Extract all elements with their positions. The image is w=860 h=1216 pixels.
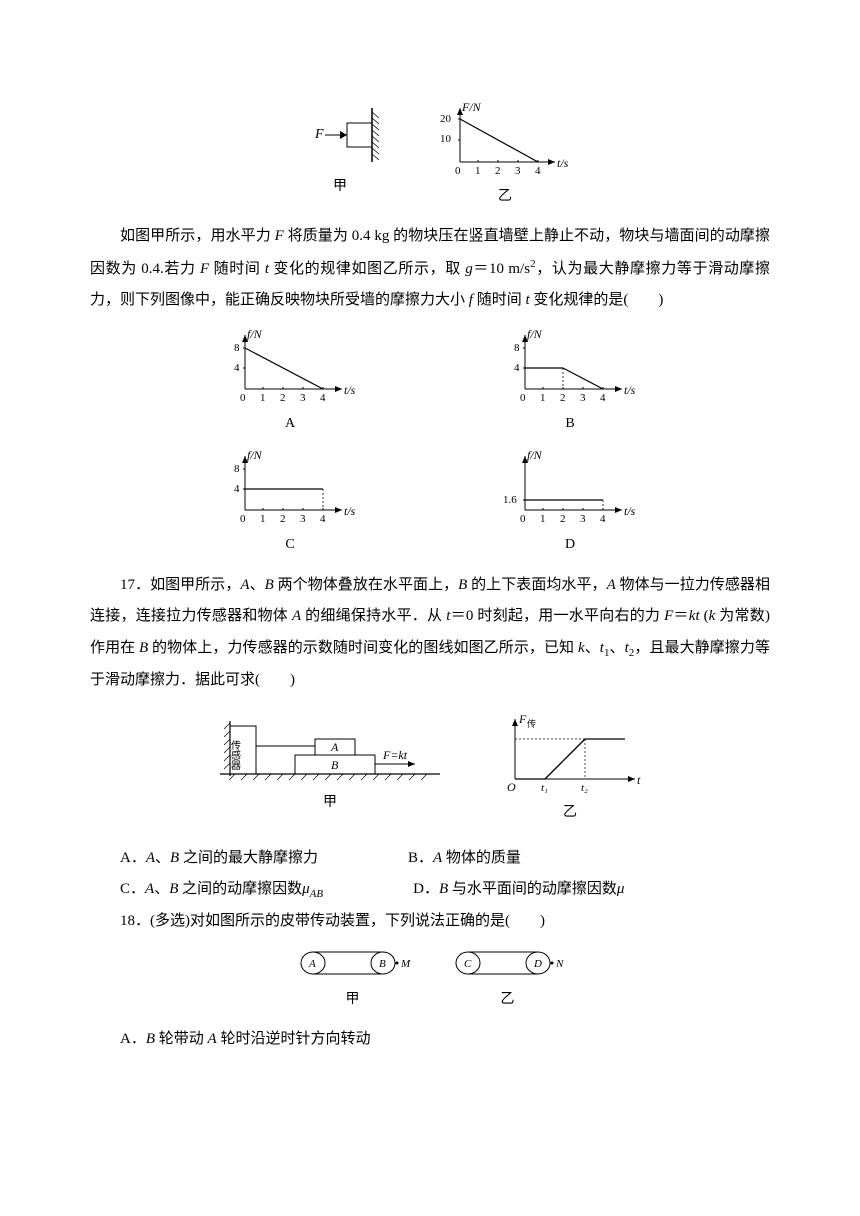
svg-text:3: 3: [580, 513, 586, 525]
svg-text:4: 4: [600, 513, 606, 525]
svg-text:4: 4: [320, 392, 326, 404]
svg-text:4: 4: [320, 513, 326, 525]
svg-text:f/N: f/N: [247, 327, 263, 341]
opt-a-label: A: [285, 409, 295, 438]
q17-opt-c: C．A、B 之间的动摩擦因数μAB: [90, 874, 323, 906]
svg-text:t/s: t/s: [624, 383, 636, 397]
q17-opt-d: D．B 与水平面间的动摩擦因数μ: [383, 874, 624, 906]
svg-text:2: 2: [280, 392, 286, 404]
svg-text:4: 4: [600, 392, 606, 404]
svg-text:1: 1: [260, 392, 266, 404]
svg-text:3: 3: [580, 392, 586, 404]
svg-text:0: 0: [240, 513, 246, 525]
q18-jia-label: 甲: [346, 985, 360, 1014]
svg-text:传感器: 传感器: [229, 740, 241, 771]
opt-c-label: C: [285, 530, 294, 559]
q18-yi-label: 乙: [501, 985, 515, 1014]
option-c-fig: f/N t/s 8 4 0 1 2 3 4 C: [220, 448, 360, 559]
svg-text:t/s: t/s: [344, 383, 356, 397]
svg-text:B: B: [379, 958, 386, 970]
svg-text:t/s: t/s: [557, 156, 569, 170]
svg-text:t: t: [637, 773, 641, 787]
q18-yi: C D N 乙: [443, 948, 573, 1014]
yi-label: 乙: [498, 182, 512, 211]
svg-text:O: O: [507, 780, 516, 794]
svg-text:M: M: [400, 958, 411, 970]
block-wall-diagram: F: [285, 100, 395, 170]
opt-b-label: B: [565, 409, 574, 438]
f-t-graph: F/N t/s 20 10 0 1 2 3 4: [435, 100, 575, 180]
svg-text:2: 2: [280, 513, 286, 525]
svg-text:f/N: f/N: [527, 327, 543, 341]
svg-text:N: N: [555, 958, 564, 970]
svg-text:4: 4: [535, 165, 541, 177]
q17-jia-label: 甲: [323, 788, 337, 817]
svg-text:C: C: [464, 958, 472, 970]
svg-text:4: 4: [234, 483, 240, 495]
opt-d-label: D: [565, 530, 575, 559]
q17-jia: 传感器 A B F=kt 甲: [215, 711, 445, 827]
svg-text:3: 3: [300, 513, 306, 525]
svg-text:F=kt: F=kt: [382, 748, 408, 762]
svg-text:4: 4: [514, 362, 520, 374]
q17-yi-label: 乙: [563, 798, 577, 827]
svg-text:4: 4: [234, 362, 240, 374]
svg-text:t/s: t/s: [624, 504, 636, 518]
svg-text:2: 2: [560, 513, 566, 525]
svg-text:8: 8: [234, 463, 240, 475]
svg-text:8: 8: [234, 342, 240, 354]
svg-text:t/s: t/s: [344, 504, 356, 518]
q17-options-cd: C．A、B 之间的动摩擦因数μAB D．B 与水平面间的动摩擦因数μ: [90, 874, 770, 906]
svg-text:0: 0: [455, 165, 461, 177]
jia-label: 甲: [333, 172, 347, 201]
svg-text:1: 1: [540, 392, 546, 404]
svg-text:1: 1: [540, 513, 546, 525]
q17-figures: 传感器 A B F=kt 甲: [90, 711, 770, 827]
svg-text:B: B: [331, 758, 339, 772]
q17-yi: F 传 t O t₁ t₂ 乙: [495, 711, 645, 827]
svg-text:A: A: [308, 958, 316, 970]
svg-text:f/N: f/N: [527, 448, 543, 462]
svg-text:3: 3: [515, 165, 521, 177]
svg-text:20: 20: [440, 113, 452, 125]
q18-figures: A B M 甲 C D N 乙: [90, 948, 770, 1014]
q16-options-row1: f/N t/s 8 4 0 1 2 3 4 A f/N t/s 8 4 0 1 …: [90, 327, 770, 438]
option-d-fig: f/N t/s 1.6 0 1 2 3 4 D: [500, 448, 640, 559]
svg-text:D: D: [533, 958, 542, 970]
q17-opt-a: A．A、B 之间的最大静摩擦力: [90, 843, 318, 875]
svg-text:3: 3: [300, 392, 306, 404]
svg-text:1.6: 1.6: [503, 494, 517, 506]
svg-text:2: 2: [560, 392, 566, 404]
svg-text:0: 0: [520, 513, 526, 525]
svg-text:0: 0: [240, 392, 246, 404]
force-label: F: [314, 127, 324, 142]
fig-yi: F/N t/s 20 10 0 1 2 3 4 乙: [435, 100, 575, 211]
q16-options-row2: f/N t/s 8 4 0 1 2 3 4 C f/N t/s 1.6 0 1: [90, 448, 770, 559]
fig-jia: F 甲: [285, 100, 395, 211]
svg-text:f/N: f/N: [247, 448, 263, 462]
q18-jia: A B M 甲: [288, 948, 418, 1014]
q17-opt-b: B．A 物体的质量: [378, 843, 521, 875]
svg-text:t₁: t₁: [541, 782, 548, 794]
q16-top-figures: F 甲 F/N t/s 20 10 0 1 2 3: [90, 100, 770, 211]
option-a-fig: f/N t/s 8 4 0 1 2 3 4 A: [220, 327, 360, 438]
svg-text:t₂: t₂: [581, 782, 588, 794]
svg-text:A: A: [330, 740, 339, 754]
svg-text:2: 2: [495, 165, 501, 177]
q18-opt-a: A．B 轮带动 A 轮时沿逆时针方向转动: [90, 1024, 770, 1056]
option-b-fig: f/N t/s 8 4 0 1 2 3 4 B: [500, 327, 640, 438]
svg-text:传: 传: [527, 718, 536, 729]
svg-text:F: F: [518, 712, 527, 726]
svg-text:1: 1: [475, 165, 481, 177]
q18-text: 18．(多选)对如图所示的皮带传动装置，下列说法正确的是( ): [90, 906, 770, 938]
svg-text:1: 1: [260, 513, 266, 525]
q17-options-ab: A．A、B 之间的最大静摩擦力 B．A 物体的质量: [90, 843, 770, 875]
svg-text:10: 10: [440, 133, 452, 145]
svg-text:8: 8: [514, 342, 520, 354]
svg-text:F/N: F/N: [461, 100, 482, 114]
svg-text:0: 0: [520, 392, 526, 404]
q17-text: 17．如图甲所示，A、B 两个物体叠放在水平面上，B 的上下表面均水平，A 物体…: [90, 570, 770, 697]
q16-text: 如图甲所示，用水平力 F 将质量为 0.4 kg 的物块压在竖直墙壁上静止不动，…: [90, 221, 770, 317]
